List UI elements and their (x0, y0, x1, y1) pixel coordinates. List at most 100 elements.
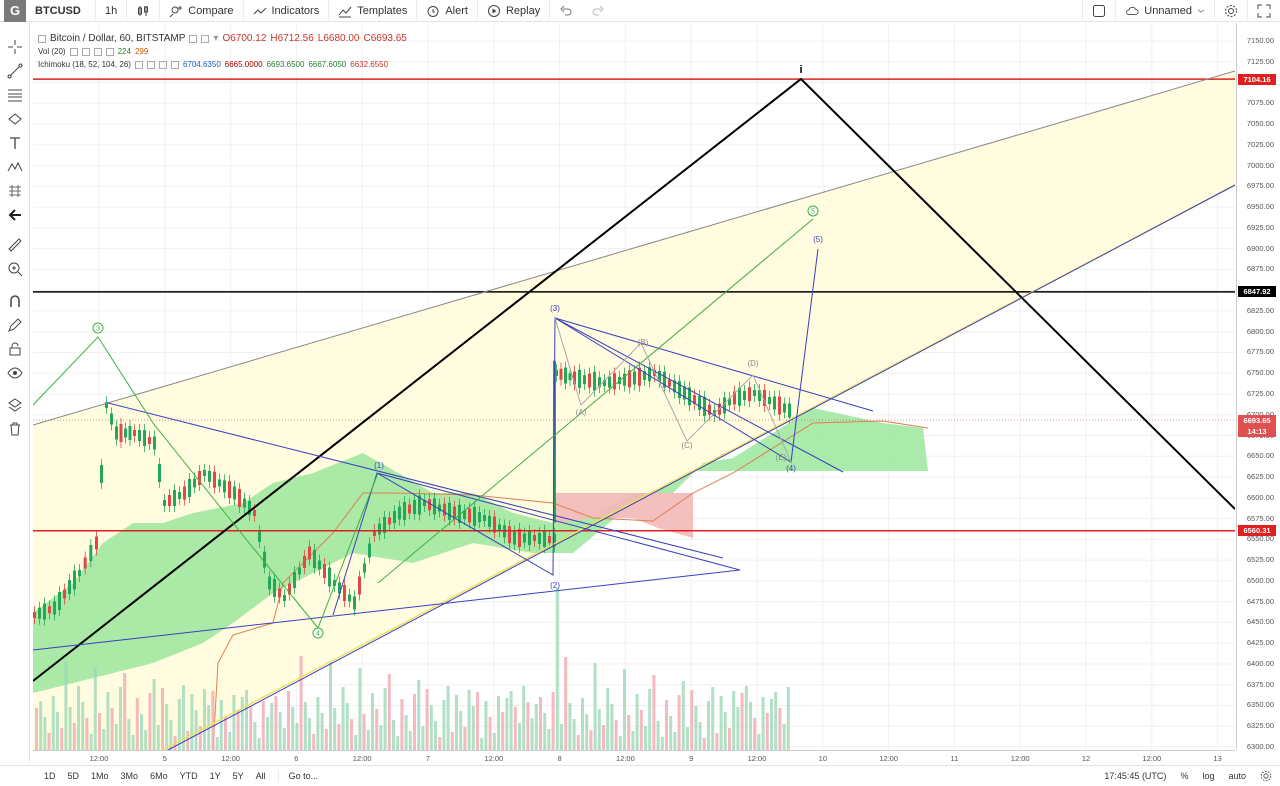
volume-bar (366, 730, 370, 750)
fullscreen-button[interactable] (1248, 0, 1280, 22)
candle-body (648, 367, 651, 382)
log-toggle[interactable]: log (1202, 771, 1215, 781)
range-button[interactable]: 5Y (232, 770, 244, 781)
volume-bar (555, 588, 559, 750)
undo-button[interactable] (550, 0, 582, 22)
volume-bar (665, 700, 668, 750)
volume-settings-icon[interactable] (69, 47, 78, 56)
chart-type-button[interactable] (127, 0, 161, 22)
volume-bar (224, 716, 227, 750)
close-value: C6693.65 (363, 33, 407, 44)
chart-canvas[interactable]: i 3 4 5 (1) (2) (3) (4) (5) (A) (B) (C) (D) (E) (33, 23, 1235, 750)
chart-drawings (33, 70, 1235, 750)
collapse-legend-icon[interactable] (38, 34, 46, 43)
alert-button[interactable]: Alert (417, 0, 478, 22)
time-tick-label: 11 (950, 754, 959, 763)
templates-button[interactable]: Templates (329, 0, 418, 22)
volume-bar (413, 694, 416, 750)
candle-body (428, 499, 431, 511)
fib-tool[interactable] (4, 85, 26, 105)
volume-bar (291, 707, 295, 750)
redo-button[interactable] (582, 0, 614, 22)
candle-body (178, 492, 181, 499)
compare-button[interactable]: Compare (160, 0, 244, 22)
candle-body (658, 370, 661, 382)
replay-button[interactable]: Replay (478, 0, 551, 22)
volume-bar (135, 698, 139, 750)
shapes-tool[interactable] (4, 109, 26, 129)
back-tool[interactable] (4, 205, 26, 225)
object-tree-tool[interactable] (4, 395, 26, 415)
stay-drawing-tool[interactable] (4, 315, 26, 335)
patterns-tool[interactable] (4, 157, 26, 177)
save-layout-button[interactable]: Unnamed (1116, 0, 1215, 22)
wave-label-green-5: 5 (811, 209, 815, 216)
volume-bar (278, 712, 282, 750)
ichimoku-more-icon[interactable] (170, 60, 179, 69)
range-button[interactable]: YTD (179, 770, 198, 781)
candle-body (203, 470, 206, 476)
remove-drawings-tool[interactable] (4, 419, 26, 439)
ichimoku-settings-icon[interactable] (134, 60, 143, 69)
settings-icon[interactable] (1260, 770, 1272, 782)
prediction-tool[interactable] (4, 181, 26, 201)
volume-bar (597, 709, 601, 750)
app-logo[interactable]: G (4, 0, 26, 22)
goto-button[interactable]: Go to... (277, 770, 325, 781)
volume-bar (711, 687, 715, 750)
hide-drawings-tool[interactable] (4, 363, 26, 383)
interval-selector[interactable]: 1h (96, 0, 128, 22)
volume-bar (68, 707, 72, 750)
candle-body (278, 588, 281, 598)
auto-toggle[interactable]: auto (1228, 771, 1246, 781)
range-button[interactable]: 3Mo (120, 770, 139, 781)
candle-body (288, 583, 291, 595)
utc-clock[interactable]: 17:45:45 (UTC) (1104, 771, 1167, 781)
chart-pane[interactable]: i 3 4 5 (1) (2) (3) (4) (5) (A) (B) (C) (D) (E) (33, 23, 1235, 750)
range-button[interactable]: 1Mo (91, 770, 109, 781)
volume-bar (85, 718, 89, 750)
candle-body (258, 530, 261, 542)
select-layout-button[interactable] (1082, 0, 1117, 22)
settings-button[interactable] (1215, 0, 1248, 22)
lock-icon (9, 342, 21, 356)
layout-name: Unnamed (1144, 5, 1192, 17)
time-tick-label: 12 (1081, 754, 1091, 763)
candle-body (138, 430, 141, 441)
range-button[interactable]: 6Mo (150, 770, 168, 781)
volume-bar (707, 701, 710, 750)
candle-body (293, 572, 296, 588)
symbol-search[interactable]: BTCUSD (26, 0, 96, 22)
indicators-button[interactable]: Indicators (244, 0, 330, 22)
magnet-tool[interactable] (4, 291, 26, 311)
volume-bar (60, 728, 64, 750)
candle-body (548, 536, 551, 543)
range-button[interactable]: 5D (67, 770, 80, 781)
percent-toggle[interactable]: % (1180, 771, 1189, 781)
measure-tool[interactable] (4, 235, 26, 255)
text-tool[interactable] (4, 133, 26, 153)
wave-labels: i 3 4 5 (1) (2) (3) (4) (5) (A) (B) (C) (D) (E) (92, 64, 823, 639)
time-scale[interactable]: 12:00 5 12:00 6 12:00 7 12:00 8 12:00 9 12:00 10 12:… (33, 750, 1235, 764)
volume-hide-icon[interactable] (81, 47, 90, 56)
trendline-tool[interactable] (4, 61, 26, 81)
volume-remove-icon[interactable] (93, 47, 102, 56)
range-button[interactable]: 1Y (209, 770, 221, 781)
series-hide-icon[interactable] (201, 34, 210, 43)
candle-body (323, 564, 326, 578)
ichimoku-hide-icon[interactable] (146, 60, 155, 69)
volume-bar (530, 718, 534, 750)
price-scale[interactable]: 7150.007125.007100.007075.007050.007025.… (1236, 23, 1280, 751)
chart-background-layers (33, 71, 1235, 750)
top-toolbar: G BTCUSD 1h Compare Indicators Templates… (0, 0, 1280, 22)
ichimoku-remove-icon[interactable] (158, 60, 167, 69)
candle-body (313, 550, 316, 568)
range-button[interactable]: All (255, 770, 266, 781)
series-settings-icon[interactable] (189, 34, 198, 43)
crosshair-tool[interactable] (4, 37, 26, 57)
zoom-tool[interactable] (4, 259, 26, 279)
volume-bar (765, 713, 769, 750)
volume-more-icon[interactable] (105, 47, 114, 56)
range-button[interactable]: 1D (44, 770, 56, 781)
lock-tool[interactable] (4, 339, 26, 359)
